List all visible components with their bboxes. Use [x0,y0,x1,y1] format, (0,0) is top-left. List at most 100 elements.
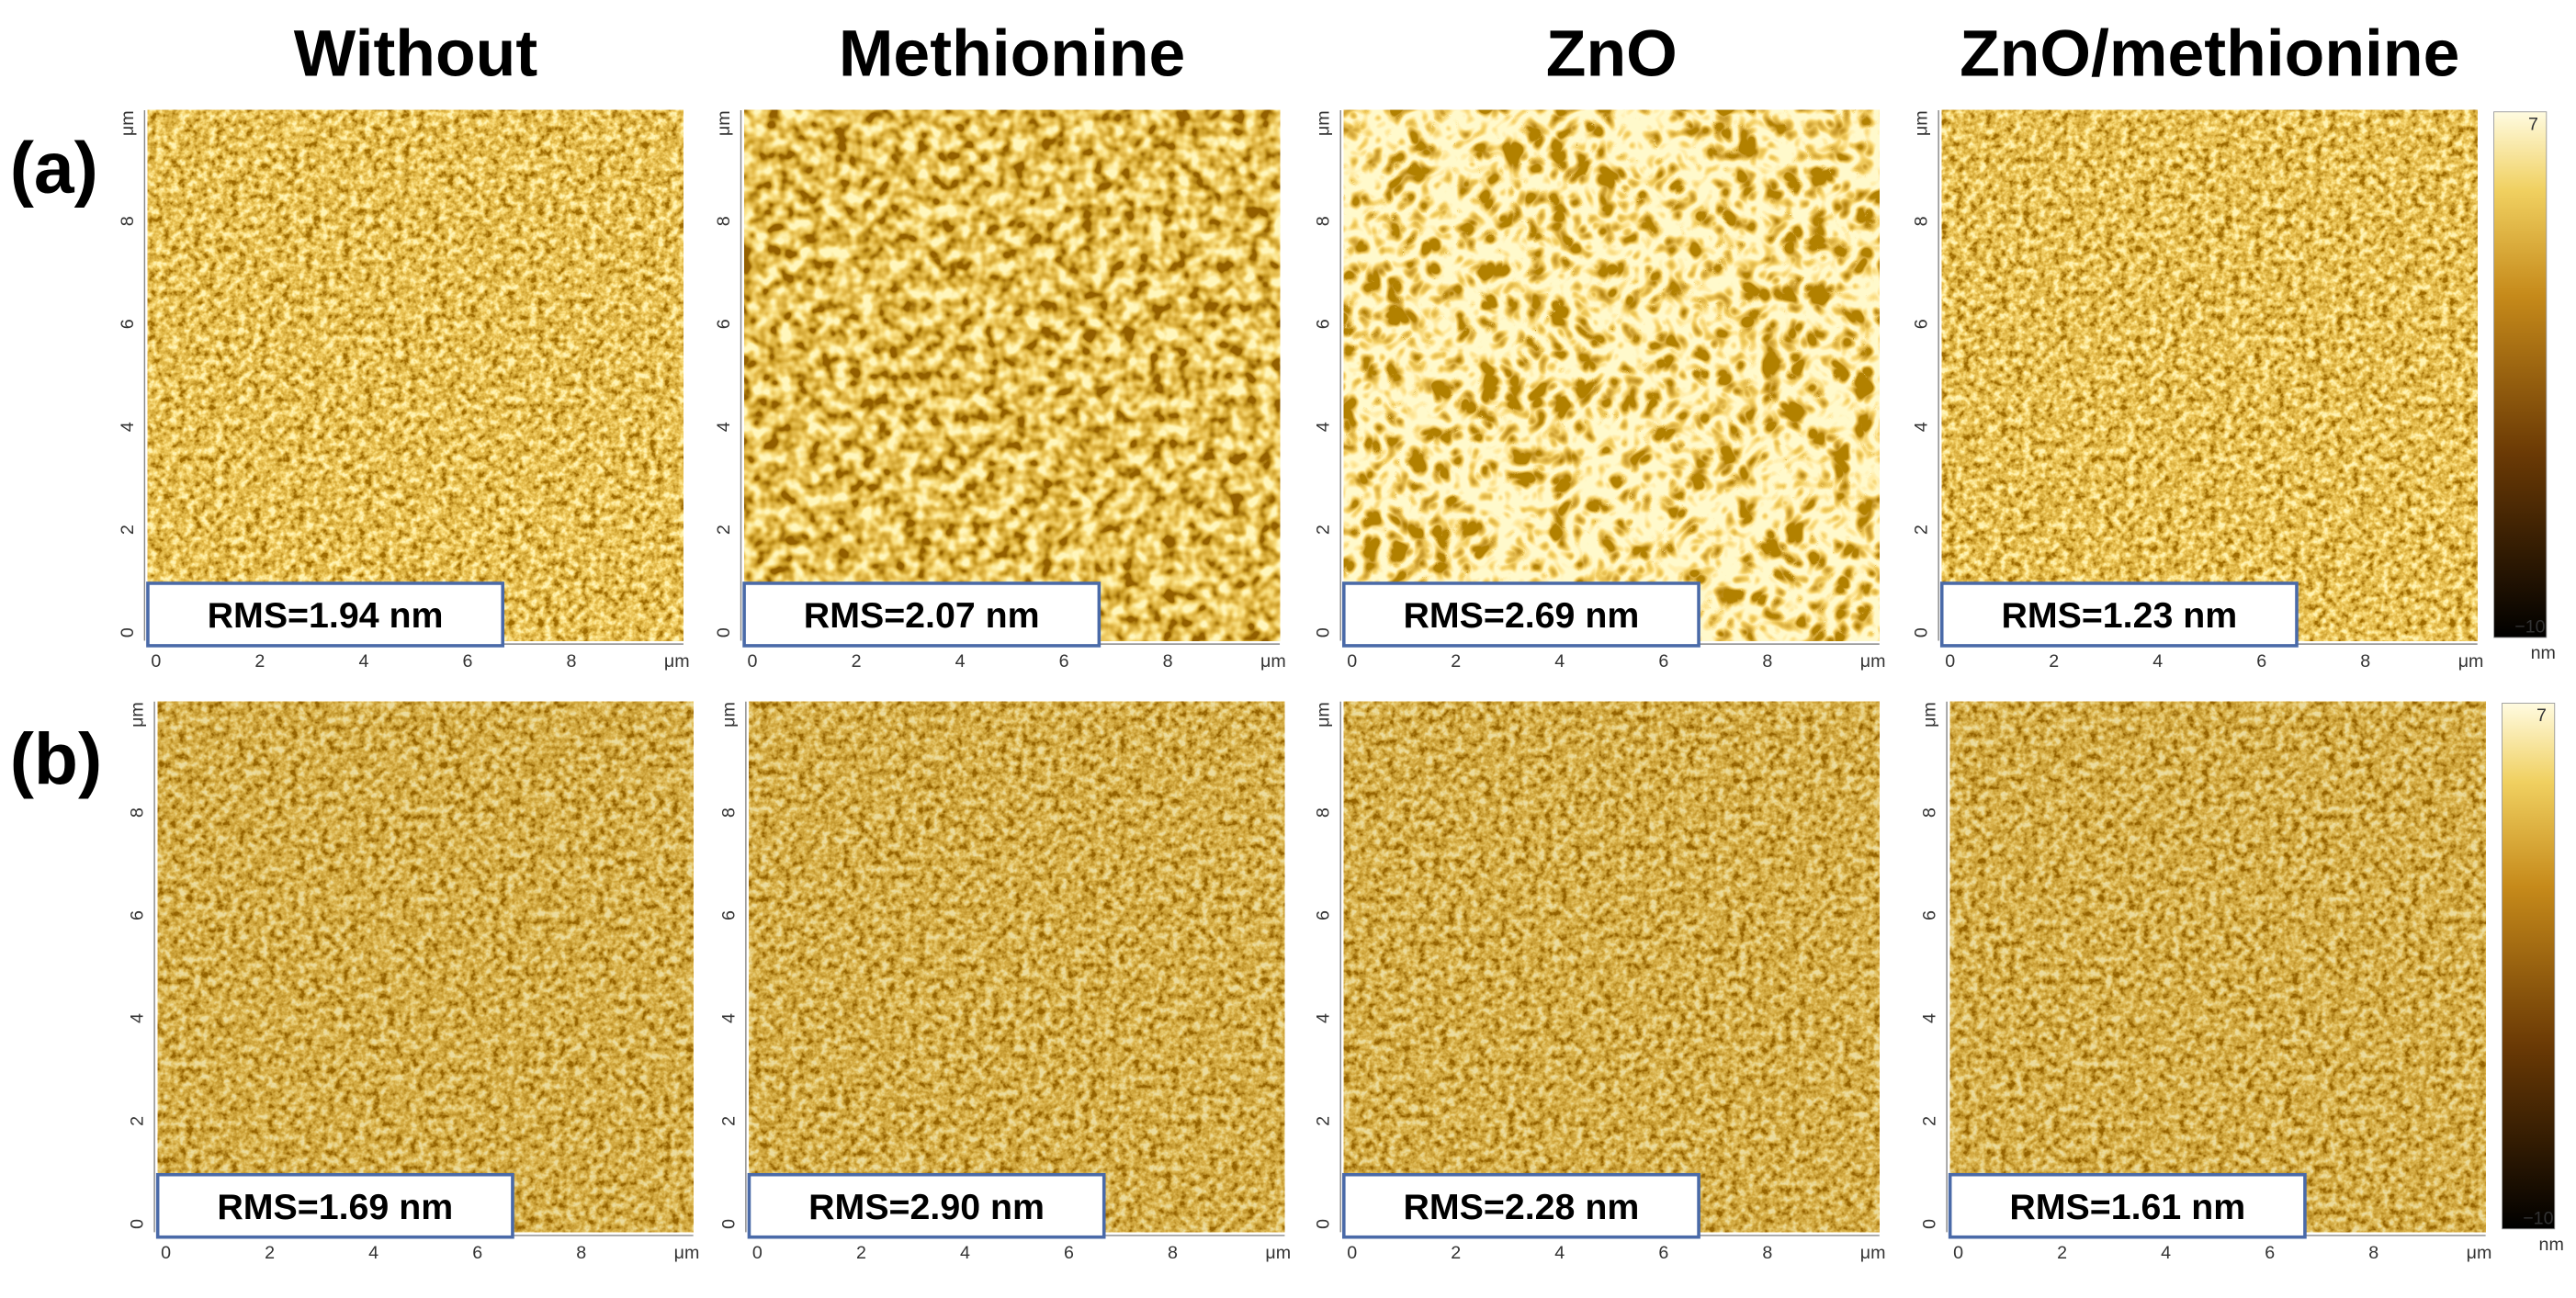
x-tick-label: 6 [2265,1243,2275,1263]
y-tick-label: 4 [1314,1013,1334,1023]
y-tick-label: 2 [1314,1116,1334,1126]
rms-label: RMS=2.07 nm [804,595,1040,636]
x-tick-label: 0 [1347,651,1357,672]
y-tick-label: 2 [718,1116,739,1126]
y-axis-unit: μm [718,702,739,728]
x-axis-unit: μm [1260,651,1286,672]
y-tick-label: 2 [714,525,734,535]
y-tick-label: 0 [714,627,734,638]
y-axis-unit: μm [1314,702,1334,728]
x-tick-label: 8 [1163,651,1173,672]
y-tick-label: 2 [1912,525,1932,535]
y-tick-label: 2 [128,1116,148,1126]
y-tick-label: 4 [128,1013,148,1023]
x-tick-label: 6 [2256,651,2266,672]
x-tick-label: 6 [472,1243,482,1263]
y-tick-label: 8 [1314,807,1334,818]
rms-label: RMS=2.90 nm [808,1187,1045,1227]
x-tick-label: 8 [1762,651,1772,672]
y-tick-label: 4 [1912,422,1932,432]
x-tick-label: 8 [1762,1243,1772,1263]
x-tick-label: 4 [1554,651,1565,672]
x-tick-label: 8 [576,1243,586,1263]
afm-image [1343,109,1880,641]
y-tick-label: 0 [718,1219,739,1229]
colorbar-max: 7 [2528,114,2538,134]
y-tick-label: 0 [1920,1219,1940,1229]
afm-image-shade [157,701,694,1233]
rms-box [747,1172,1106,1239]
y-tick-label: 0 [1912,627,1932,638]
x-tick-label: 0 [1945,651,1955,672]
x-tick-label: 0 [151,651,161,672]
rms-box [1342,581,1700,648]
colorbar-min: −10 [2514,617,2545,638]
rms-label: RMS=1.94 nm [208,595,444,636]
x-tick-label: 2 [254,651,265,672]
afm-image [157,701,694,1233]
colorbar [2502,703,2556,1230]
y-axis-unit: μm [1920,702,1940,728]
x-tick-label: 2 [265,1243,275,1263]
rms-box [742,581,1102,648]
x-tick-label: 6 [1059,651,1069,672]
y-tick-label: 6 [118,319,138,329]
y-tick-label: 8 [118,216,138,226]
x-tick-label: 6 [462,651,472,672]
y-tick-label: 0 [1314,1219,1334,1229]
x-tick-label: 6 [1658,651,1668,672]
x-tick-label: 8 [2360,651,2370,672]
afm-image [1941,109,2478,641]
afm-image [1343,701,1880,1233]
x-axis-unit: μm [1860,651,1886,672]
x-tick-label: 2 [2049,651,2059,672]
column-header: Methionine [839,17,1185,90]
x-tick-label: 4 [358,651,368,672]
x-tick-label: 8 [1168,1243,1178,1263]
x-tick-label: 0 [748,651,758,672]
y-tick-label: 6 [128,910,148,920]
x-tick-label: 4 [1554,1243,1565,1263]
x-tick-label: 8 [566,651,576,672]
x-axis-unit: μm [1860,1243,1886,1263]
x-axis-unit: μm [674,1243,700,1263]
y-tick-label: 8 [1314,216,1334,226]
column-header: ZnO/methionine [1960,17,2459,90]
x-tick-label: 0 [1347,1243,1357,1263]
row-label: (a) [10,127,98,208]
y-tick-label: 4 [714,422,734,432]
rms-box [1342,1172,1700,1239]
rms-label: RMS=1.23 nm [2001,595,2237,636]
rms-box [146,581,504,648]
x-tick-label: 4 [955,651,966,672]
x-tick-label: 2 [1451,651,1461,672]
y-tick-label: 6 [718,910,739,920]
afm-image-shade [1343,701,1880,1233]
x-axis-unit: μm [2458,651,2484,672]
x-axis-unit: μm [2467,1243,2492,1263]
y-tick-label: 4 [1920,1013,1940,1023]
x-tick-label: 4 [960,1243,970,1263]
rms-label: RMS=1.61 nm [2009,1187,2245,1227]
x-tick-label: 2 [852,651,862,672]
colorbar [2493,111,2548,638]
x-tick-label: 4 [2161,1243,2171,1263]
rms-box [155,1172,514,1239]
x-tick-label: 6 [1658,1243,1668,1263]
x-tick-label: 0 [161,1243,171,1263]
x-tick-label: 6 [1064,1243,1074,1263]
colorbar-unit: nm [2531,643,2556,663]
y-tick-label: 8 [1912,216,1932,226]
x-tick-label: 2 [856,1243,866,1263]
x-axis-unit: μm [1265,1243,1291,1263]
column-header: ZnO [1546,17,1678,90]
y-tick-label: 6 [1314,319,1334,329]
y-tick-label: 8 [714,216,734,226]
y-tick-label: 6 [1912,319,1932,329]
rms-label: RMS=1.69 nm [217,1187,453,1227]
x-tick-label: 4 [368,1243,378,1263]
y-tick-label: 0 [118,627,138,638]
y-tick-label: 8 [128,807,148,818]
x-tick-label: 2 [2057,1243,2067,1263]
